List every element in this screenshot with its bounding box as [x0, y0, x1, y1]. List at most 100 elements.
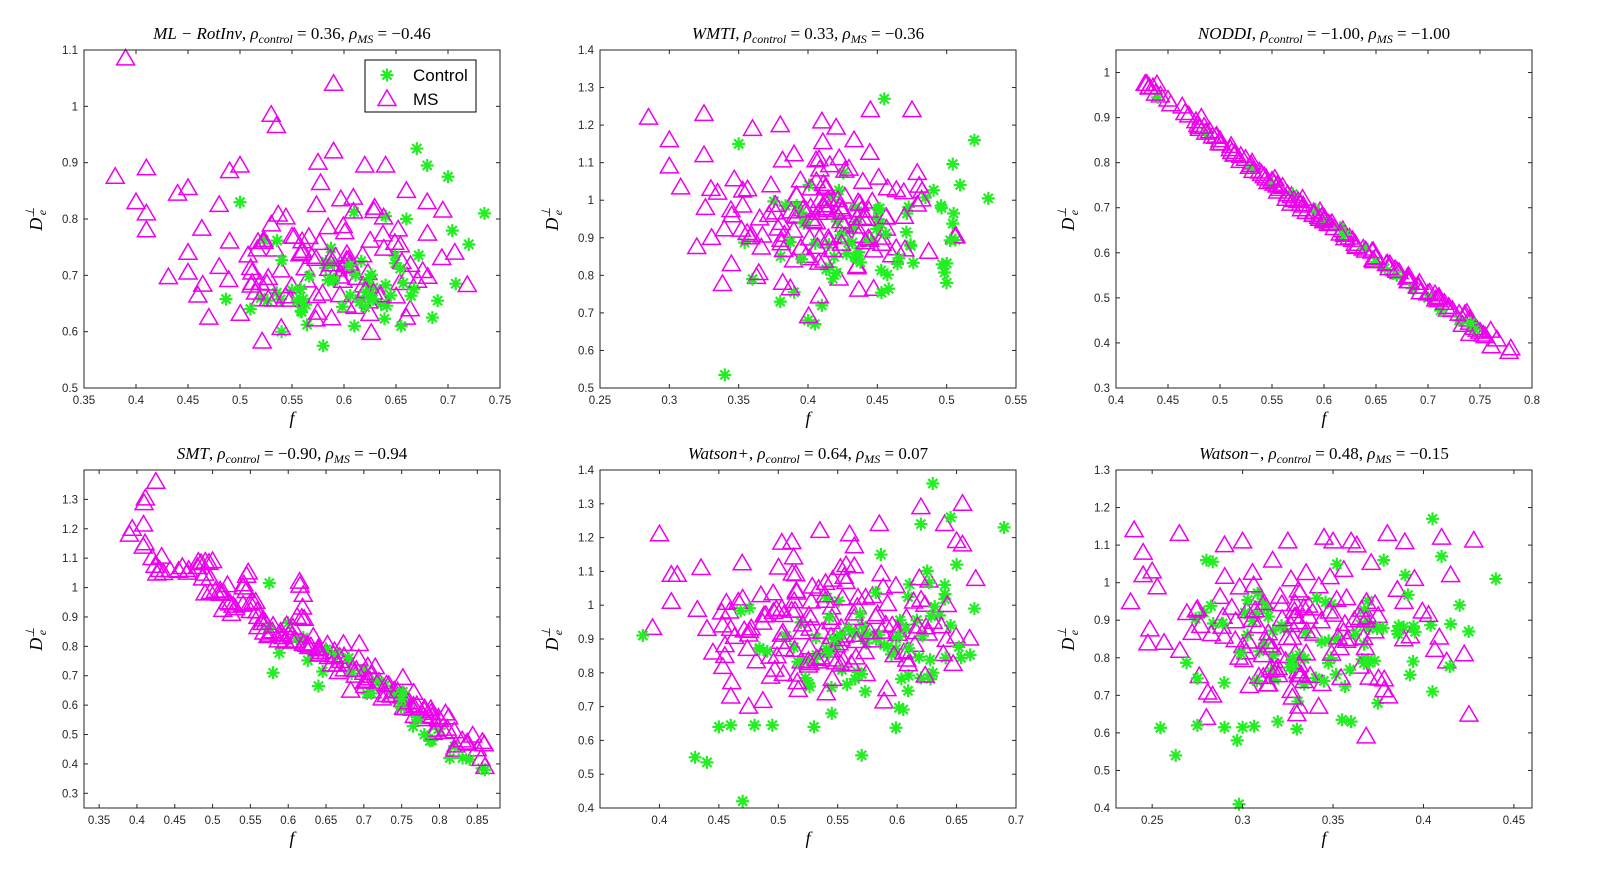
- control-point: [1297, 677, 1311, 691]
- x-tick-label: 0.8: [1524, 395, 1540, 407]
- y-tick-label: 0.5: [62, 730, 78, 742]
- ms-point: [416, 191, 438, 210]
- control-point: [1204, 599, 1218, 613]
- x-tick-label: 0.75: [1469, 395, 1491, 407]
- control-point: [417, 728, 431, 742]
- ms-point: [786, 581, 807, 600]
- ms-point: [772, 149, 793, 168]
- y-tick-label: 1.3: [578, 499, 594, 511]
- control-point: [359, 285, 373, 299]
- ms-point: [815, 572, 836, 591]
- control-point: [347, 319, 361, 333]
- control-point: [1377, 553, 1391, 567]
- ms-point: [1185, 110, 1207, 129]
- control-point: [425, 311, 439, 325]
- control-point: [420, 158, 434, 172]
- ms-point: [261, 213, 282, 232]
- control-point: [1268, 673, 1282, 687]
- ms-point: [286, 606, 308, 625]
- ms-point: [104, 166, 126, 184]
- ms-point: [840, 653, 862, 672]
- ms-point: [353, 662, 375, 681]
- ms-point: [266, 115, 287, 134]
- control-point: [1391, 627, 1405, 641]
- ms-point: [687, 599, 708, 617]
- ms-point: [1176, 602, 1198, 621]
- ms-point: [282, 617, 304, 635]
- control-point: [1349, 627, 1363, 641]
- control-point: [892, 701, 906, 715]
- ms-point: [232, 576, 254, 595]
- ms-point: [846, 207, 868, 226]
- control-point: [1357, 656, 1371, 670]
- ms-point: [1367, 605, 1389, 624]
- control-point: [742, 601, 756, 615]
- control-point: [939, 651, 953, 665]
- ms-point: [897, 653, 919, 672]
- y-tick-label: 0.6: [578, 345, 594, 357]
- control-point: [738, 236, 752, 250]
- control-point: [871, 202, 885, 216]
- ms-point: [765, 194, 786, 213]
- y-tick-label: 0.9: [62, 612, 78, 624]
- control-point: [928, 600, 942, 614]
- y-tick-label: 1: [588, 195, 594, 207]
- control-point: [1369, 255, 1383, 269]
- ms-point: [781, 531, 803, 550]
- control-point: [853, 607, 867, 621]
- ms-point: [1319, 601, 1340, 619]
- y-tick-label: 0.7: [1094, 203, 1110, 215]
- ms-point: [1280, 680, 1302, 699]
- ms-point: [1480, 335, 1502, 354]
- y-tick-label: 0.5: [578, 383, 594, 395]
- ms-point: [239, 592, 261, 611]
- control-point: [935, 257, 949, 271]
- control-point: [477, 206, 491, 220]
- ms-point: [135, 487, 156, 506]
- ms-point: [908, 175, 930, 193]
- ms-point: [712, 614, 733, 633]
- ms-point: [830, 654, 852, 672]
- control-point: [1403, 668, 1417, 682]
- ms-point: [1378, 257, 1400, 276]
- ms-point: [766, 599, 787, 617]
- ms-point: [264, 289, 286, 307]
- ms-point: [363, 200, 385, 219]
- ms-point: [177, 262, 199, 280]
- ms-point: [819, 154, 841, 173]
- ms-point: [868, 167, 890, 185]
- control-point: [1217, 676, 1231, 690]
- ms-point: [731, 219, 752, 237]
- control-point: [358, 300, 372, 314]
- control-point: [1335, 713, 1349, 727]
- ms-point: [901, 99, 923, 118]
- control-point: [219, 292, 233, 306]
- control-point: [1245, 614, 1259, 628]
- control-point: [874, 548, 888, 562]
- control-point: [822, 646, 836, 660]
- x-tick-label: 0.35: [73, 395, 95, 407]
- control-point: [1371, 696, 1385, 710]
- ms-point: [218, 269, 240, 288]
- ms-point: [229, 303, 251, 322]
- ms-point: [417, 223, 438, 241]
- x-tick-label: 0.25: [589, 395, 611, 407]
- control-point: [842, 622, 856, 636]
- y-tick-label: 0.7: [578, 702, 594, 714]
- y-tick-label: 0.8: [1094, 653, 1110, 665]
- ms-point: [1376, 523, 1398, 542]
- ms-point: [1459, 323, 1481, 342]
- control-point: [364, 291, 378, 305]
- control-point: [836, 166, 850, 180]
- x-tick-label: 0.45: [866, 395, 888, 407]
- y-tick-label: 0.9: [578, 634, 594, 646]
- control-point: [752, 642, 766, 656]
- control-point: [794, 206, 808, 220]
- control-point: [855, 618, 869, 632]
- x-tick-label: 0.45: [1503, 815, 1525, 827]
- control-point: [410, 142, 424, 156]
- ms-point: [305, 248, 327, 267]
- ms-point: [716, 592, 737, 610]
- control-point: [934, 199, 948, 213]
- panel-wmti: 0.25 0.3 0.35 0.4 0.45 0.5 0.55 0.5 0.6 0.7 0.8 0.9…: [539, 24, 1027, 428]
